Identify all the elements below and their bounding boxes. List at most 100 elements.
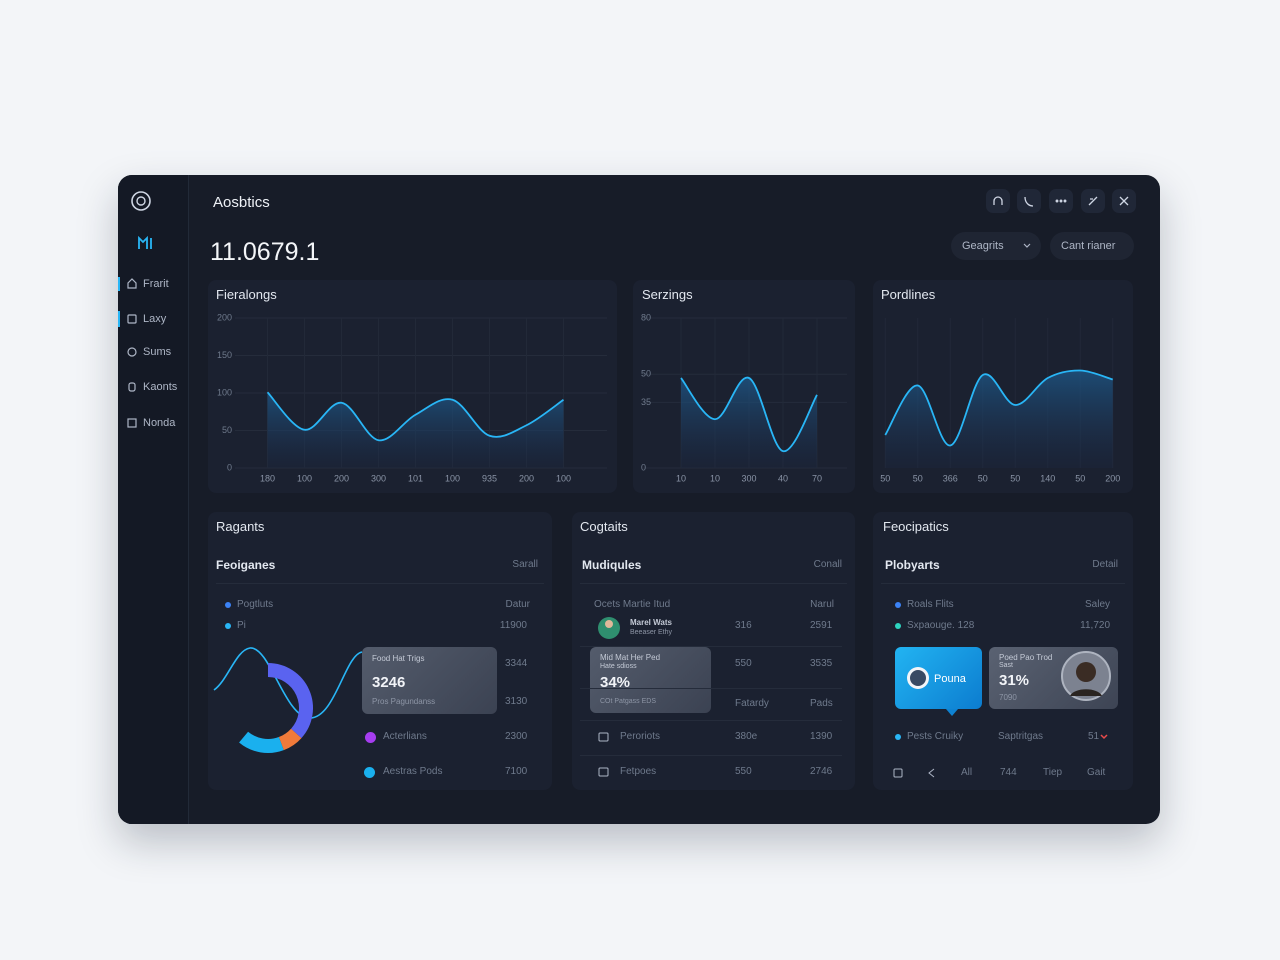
legend-value: 7100 (505, 766, 528, 777)
column-header: Narul (810, 599, 834, 610)
panel-title: Cogtaits (580, 519, 628, 534)
nav-item[interactable]: Kaonts (143, 381, 178, 393)
legend-value: 2300 (505, 731, 528, 742)
legend-dot (364, 767, 375, 778)
active-indicator (118, 277, 120, 291)
card-note: Pros Pagundanss (372, 697, 436, 706)
row-value: 11900 (499, 620, 527, 631)
icon-button[interactable] (986, 189, 1010, 213)
status-dot (895, 734, 901, 740)
status-value: Saptritgas (998, 731, 1044, 742)
row-label: Pogtluts (237, 599, 274, 610)
column-header: Saley (1084, 599, 1110, 610)
row-label: Sxpaouge. 128 (907, 620, 975, 631)
row-icon (598, 767, 609, 777)
nav-item[interactable]: Laxy (143, 313, 167, 325)
footer-icon[interactable] (928, 768, 935, 778)
dot (225, 602, 231, 608)
x-tick-label: 10 (710, 473, 720, 483)
footer-tab[interactable]: All (961, 767, 973, 778)
footer-tab[interactable]: Gait (1087, 767, 1106, 778)
nav-item[interactable]: Sums (143, 346, 172, 358)
avatar (1070, 689, 1102, 696)
pointer (946, 709, 958, 716)
x-tick-label: 40 (778, 473, 788, 483)
x-tick-label: 100 (297, 473, 312, 483)
status-value: 51 (1088, 731, 1100, 742)
nav-item[interactable]: Nonda (143, 417, 176, 429)
x-tick-label: 100 (445, 473, 460, 483)
column-header: Pads (810, 698, 833, 709)
y-tick-label: 200 (217, 312, 232, 322)
panel-title: Ragants (216, 519, 265, 534)
nav-item[interactable]: Frarit (143, 278, 169, 290)
legend-label: Aestras Pods (383, 766, 443, 777)
footer-tab[interactable]: 744 (1000, 767, 1017, 778)
x-tick-label: 300 (371, 473, 386, 483)
value: 3130 (505, 696, 528, 707)
panel-subtitle: Mudiqules (582, 558, 642, 572)
panel-title: Feocipatics (883, 519, 949, 534)
value: 2746 (810, 766, 833, 777)
avatar (910, 670, 926, 686)
panel-action[interactable]: Sarall (512, 559, 538, 570)
button-label[interactable]: Cant rianer (1061, 240, 1116, 252)
value: 380e (735, 731, 758, 742)
card-note: COt Patgass EDS (600, 698, 657, 705)
person-name: Marel Wats (630, 618, 672, 627)
person-role: Beeaser Ethy (630, 629, 673, 636)
x-tick-label: 200 (334, 473, 349, 483)
x-tick-label: 366 (943, 473, 958, 483)
line (884, 369, 1114, 447)
x-tick-label: 50 (913, 473, 923, 483)
x-tick-label: 50 (978, 473, 988, 483)
legend-label: Acterlians (383, 731, 427, 742)
value: 3344 (505, 658, 528, 669)
button-label[interactable]: Geagrits (962, 240, 1004, 252)
panel-action[interactable]: Conall (813, 559, 842, 570)
column-header: Datur (505, 599, 530, 610)
active-indicator (118, 311, 120, 327)
value: 3535 (810, 658, 833, 669)
icon-button[interactable] (1049, 189, 1073, 213)
row-label: Fetpoes (620, 766, 657, 777)
stat-card (590, 647, 711, 713)
x-tick-label: 10 (676, 473, 686, 483)
y-tick-label: 150 (217, 350, 232, 360)
x-tick-label: 101 (408, 473, 423, 483)
icon-button[interactable] (1017, 189, 1041, 213)
y-tick-label: 50 (222, 425, 232, 435)
card-sub: Hate sdioss (600, 663, 637, 670)
x-tick-label: 70 (812, 473, 822, 483)
x-tick-label: 100 (556, 473, 571, 483)
column-header: Ocets Martie Itud (594, 599, 671, 610)
logo (136, 196, 146, 206)
y-tick-label: 50 (641, 369, 651, 379)
x-tick-label: 50 (1010, 473, 1020, 483)
wave-decoration (213, 647, 363, 719)
value: 2591 (810, 620, 833, 631)
status-label: Pests Cruiky (907, 731, 964, 742)
dot (895, 623, 901, 629)
y-tick-label: 100 (217, 387, 232, 397)
badge-label[interactable]: Pouna (934, 673, 966, 685)
line (266, 391, 565, 442)
row-label: Pi (237, 620, 246, 631)
area (681, 377, 817, 468)
card-value: 34% (600, 674, 631, 691)
footer-icon[interactable] (893, 768, 903, 778)
row-label: Roals Flits (907, 599, 954, 610)
donut-segment (239, 731, 284, 753)
trend-icon (1100, 734, 1108, 740)
panel-action[interactable]: Detail (1092, 559, 1118, 570)
area (267, 392, 564, 468)
brand-icon (138, 235, 152, 249)
y-tick-label: 0 (641, 462, 646, 472)
footer-tab[interactable]: Tiep (1043, 767, 1063, 778)
card-value: 31% (999, 672, 1030, 689)
button[interactable] (1050, 232, 1134, 260)
chart-title: Serzings (642, 287, 693, 302)
panel-subtitle: Plobyarts (885, 558, 940, 572)
donut-segment (267, 663, 313, 739)
